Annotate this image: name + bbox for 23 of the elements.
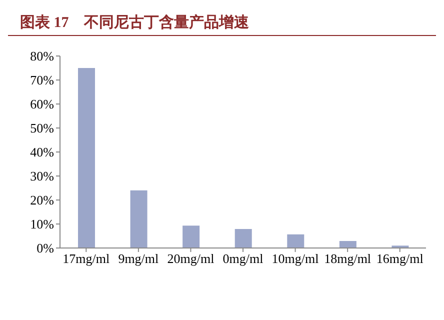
y-tick-label: 80%	[30, 48, 54, 64]
chart-title: 图表 17 不同尼古丁含量产品增速	[8, 8, 436, 36]
bar	[130, 190, 148, 248]
y-tick-label: 30%	[30, 168, 54, 184]
y-tick-label: 40%	[30, 144, 54, 160]
y-tick-label: 20%	[30, 192, 54, 208]
x-tick-label: 20mg/ml	[167, 251, 215, 266]
x-tick-label: 10mg/ml	[272, 251, 320, 266]
x-tick-label: 0mg/ml	[222, 251, 264, 266]
bar	[339, 241, 356, 248]
bar	[287, 234, 304, 248]
x-tick-label: 17mg/ml	[62, 251, 110, 266]
bar	[234, 229, 252, 248]
bar	[78, 68, 95, 248]
y-tick-label: 10%	[30, 216, 54, 232]
y-tick-label: 0%	[36, 240, 54, 256]
y-tick-label: 70%	[30, 72, 54, 88]
x-tick-label: 16mg/ml	[376, 251, 424, 266]
x-tick-label: 9mg/ml	[118, 251, 160, 266]
y-tick-label: 50%	[30, 120, 54, 136]
bar	[182, 226, 200, 248]
y-tick-label: 60%	[30, 96, 54, 112]
x-tick-label: 18mg/ml	[324, 251, 372, 266]
